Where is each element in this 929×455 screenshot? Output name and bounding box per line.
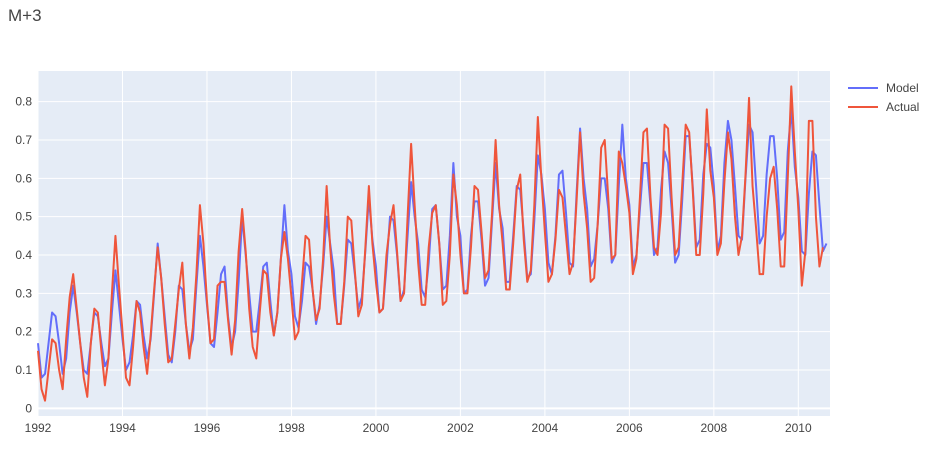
legend-label-actual: Actual — [886, 100, 919, 114]
x-axis-tick-labels: 1992 1994 1996 1998 2000 2002 2004 2006 2008 2010 — [25, 421, 812, 435]
legend-item-actual[interactable]: Actual — [848, 100, 919, 114]
y-tick-label: 0.3 — [15, 286, 32, 300]
y-tick-label: 0.4 — [15, 248, 32, 262]
legend[interactable]: Model Actual — [848, 81, 919, 114]
y-gridlines — [38, 101, 830, 410]
y-tick-label: 0.1 — [15, 363, 32, 377]
y-tick-label: 0.7 — [15, 133, 32, 147]
y-tick-label: 0.6 — [15, 171, 32, 185]
x-tick-label: 2000 — [363, 421, 390, 435]
x-tick-label: 1994 — [109, 421, 136, 435]
x-tick-label: 2010 — [785, 421, 812, 435]
y-tick-label: 0.5 — [15, 210, 32, 224]
series-line-actual — [37, 85, 824, 402]
y-tick-label: 0.2 — [15, 325, 32, 339]
x-tick-label: 1996 — [194, 421, 221, 435]
x-tick-label: 2002 — [447, 421, 474, 435]
x-tick-label: 2006 — [616, 421, 643, 435]
y-axis-tick-labels: 0 0.1 0.2 0.3 0.4 0.5 0.6 0.7 0.8 — [15, 95, 32, 416]
x-tick-label: 1998 — [278, 421, 305, 435]
x-tick-label: 1992 — [25, 421, 52, 435]
y-tick-label: 0 — [25, 401, 32, 415]
series-layer — [37, 85, 828, 402]
legend-label-model: Model — [886, 81, 919, 95]
legend-item-model[interactable]: Model — [848, 81, 919, 95]
y-tick-label: 0.8 — [15, 95, 32, 109]
x-tick-label: 2004 — [532, 421, 559, 435]
chart-title: M+3 — [8, 6, 42, 25]
x-tick-label: 2008 — [700, 421, 727, 435]
